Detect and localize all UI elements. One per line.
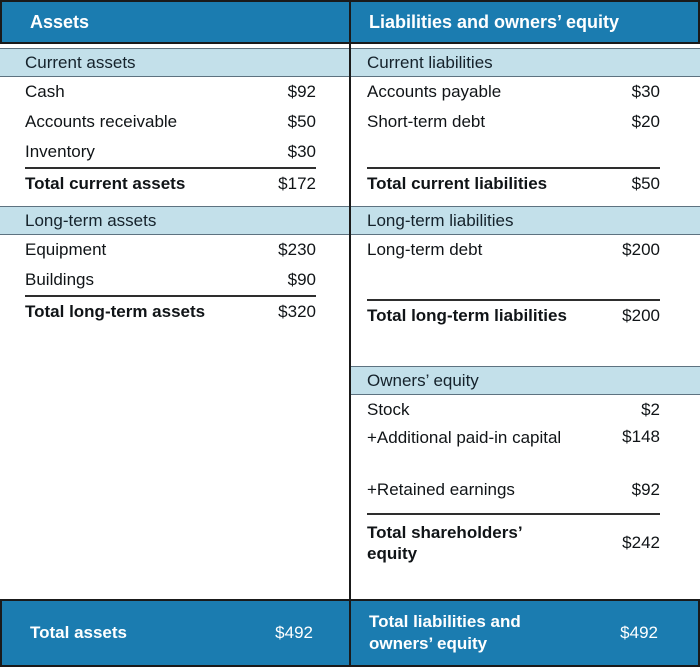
subtotal-rule xyxy=(367,513,660,515)
liabilities-header: Liabilities and owners’ equity xyxy=(351,0,700,44)
table-row: Stock $2 xyxy=(367,395,660,425)
row-value: $200 xyxy=(622,240,660,259)
footer-value: $492 xyxy=(275,623,313,642)
table-row: Cash $92 xyxy=(25,77,316,107)
row-label: Accounts receivable xyxy=(25,112,178,131)
long-term-liabilities-band: Long-term liabilities xyxy=(351,206,700,235)
total-row: Total current liabilities $50 xyxy=(367,169,660,199)
row-value: $30 xyxy=(631,82,660,101)
total-label: Total current liabilities xyxy=(367,174,548,193)
table-row: Accounts payable $30 xyxy=(367,77,660,107)
row-value: $92 xyxy=(631,480,660,499)
column-divider xyxy=(349,0,351,667)
blank-row xyxy=(367,265,660,299)
total-row: Total current assets $172 xyxy=(25,169,316,199)
long-term-liabilities-band-label: Long-term liabilities xyxy=(367,210,514,230)
owners-equity-band: Owners’ equity xyxy=(351,366,700,395)
total-value: $320 xyxy=(278,302,316,321)
footer-label: Total liabilities and owners’ equity xyxy=(369,612,521,653)
subtotal-rule xyxy=(25,167,316,169)
row-label: Buildings xyxy=(25,270,94,289)
blank-row xyxy=(367,505,660,513)
section-gap xyxy=(351,331,700,366)
total-row: Total shareholders’ equity $242 xyxy=(367,515,660,571)
blank-row xyxy=(367,137,660,167)
total-value: $172 xyxy=(278,174,316,193)
footer-value: $492 xyxy=(620,623,658,642)
total-row: Total long-term liabilities $200 xyxy=(367,301,660,331)
current-assets-rows: Cash $92 Accounts receivable $50 Invento… xyxy=(0,77,349,199)
row-label: Equipment xyxy=(25,240,107,259)
total-label: Total long-term assets xyxy=(25,302,206,321)
row-label: Inventory xyxy=(25,142,95,161)
current-assets-band: Current assets xyxy=(0,48,349,77)
row-label: Long-term debt xyxy=(367,240,483,259)
long-term-assets-band-label: Long-term assets xyxy=(25,210,157,230)
current-assets-band-label: Current assets xyxy=(25,52,136,72)
table-row: +Retained earnings $92 xyxy=(367,475,660,505)
row-value: $2 xyxy=(641,400,660,419)
row-value: $92 xyxy=(287,82,316,101)
liabilities-header-label: Liabilities and owners’ equity xyxy=(369,11,620,32)
current-liabilities-rows: Accounts payable $30 Short-term debt $20… xyxy=(351,77,700,199)
table-row: Buildings $90 xyxy=(25,265,316,295)
liabilities-column: Liabilities and owners’ equity Current l… xyxy=(351,0,700,667)
total-value: $242 xyxy=(622,533,660,552)
row-value: $230 xyxy=(278,240,316,259)
total-row: Total long-term assets $320 xyxy=(25,297,316,327)
row-value: $90 xyxy=(287,270,316,289)
total-value: $200 xyxy=(622,306,660,325)
table-row: Long-term debt $200 xyxy=(367,235,660,265)
long-term-assets-band: Long-term assets xyxy=(0,206,349,235)
total-assets-footer: Total assets $492 xyxy=(0,599,349,667)
total-value: $50 xyxy=(631,174,660,193)
row-value: $50 xyxy=(287,112,316,131)
assets-header: Assets xyxy=(0,0,349,44)
row-label: +Additional paid-in capital xyxy=(367,428,562,447)
table-row: Short-term debt $20 xyxy=(367,107,660,137)
section-gap xyxy=(0,199,349,206)
owners-equity-rows: Stock $2 +Additional paid-in capital $14… xyxy=(351,395,700,571)
row-value: $30 xyxy=(287,142,316,161)
long-term-liabilities-rows: Long-term debt $200 Total long-term liab… xyxy=(351,235,700,331)
table-row: Inventory $30 xyxy=(25,137,316,167)
total-label: Total long-term liabilities xyxy=(367,306,567,325)
total-label: Total current assets xyxy=(25,174,186,193)
total-label: Total shareholders’ equity xyxy=(367,523,522,563)
row-label: Short-term debt xyxy=(367,112,486,131)
row-label: Stock xyxy=(367,400,410,419)
subtotal-rule xyxy=(25,295,316,297)
subtotal-rule xyxy=(367,167,660,169)
empty-space xyxy=(351,571,700,599)
long-term-assets-rows: Equipment $230 Buildings $90 Total long-… xyxy=(0,235,349,327)
row-value: $20 xyxy=(631,112,660,131)
row-label: Accounts payable xyxy=(367,82,502,101)
assets-column: Assets Current assets Cash $92 Accounts … xyxy=(0,0,349,667)
current-liabilities-band: Current liabilities xyxy=(351,48,700,77)
assets-header-label: Assets xyxy=(30,11,90,32)
total-liabilities-footer: Total liabilities and owners’ equity $49… xyxy=(351,599,700,667)
table-row: Equipment $230 xyxy=(25,235,316,265)
row-label: Cash xyxy=(25,82,65,101)
subtotal-rule xyxy=(367,299,660,301)
table-row: +Additional paid-in capital $148 xyxy=(367,425,660,475)
table-row: Accounts receivable $50 xyxy=(25,107,316,137)
empty-space xyxy=(0,327,349,599)
current-liabilities-band-label: Current liabilities xyxy=(367,52,493,72)
footer-label: Total assets xyxy=(30,623,128,642)
row-label: +Retained earnings xyxy=(367,480,515,499)
row-value: $148 xyxy=(622,427,660,446)
section-gap xyxy=(351,199,700,206)
owners-equity-band-label: Owners’ equity xyxy=(367,370,479,390)
